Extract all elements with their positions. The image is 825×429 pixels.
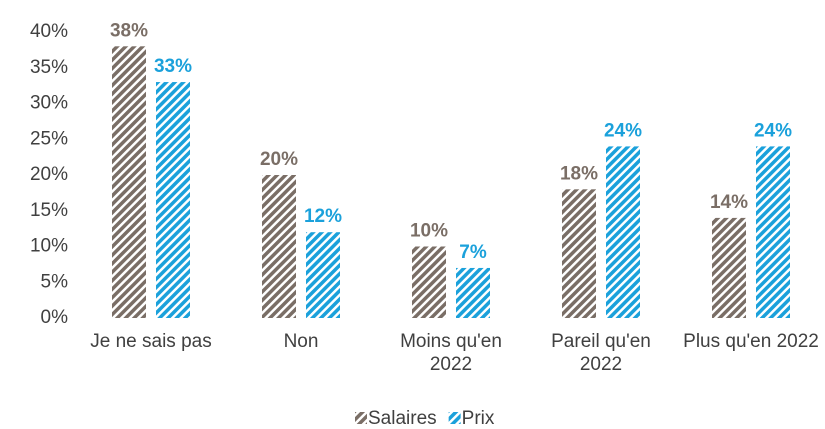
x-tick-label: Pareil qu'en 2022 bbox=[551, 331, 651, 375]
value-label: 18% bbox=[560, 163, 598, 184]
value-label: 7% bbox=[459, 242, 487, 263]
x-tick-label: Non bbox=[283, 331, 319, 352]
legend-swatch bbox=[355, 412, 367, 424]
bar bbox=[456, 267, 490, 318]
bar bbox=[412, 246, 446, 318]
y-tick-label: 20% bbox=[30, 164, 68, 185]
y-tick-label: 35% bbox=[30, 57, 68, 78]
value-label: 24% bbox=[754, 120, 792, 141]
x-tick-label: Je ne sais pas bbox=[90, 331, 212, 352]
value-label: 38% bbox=[110, 20, 148, 41]
bar bbox=[262, 175, 296, 318]
y-tick-label: 40% bbox=[30, 21, 68, 42]
x-tick-label: Moins qu'en 2022 bbox=[400, 331, 502, 375]
y-tick-label: 25% bbox=[30, 128, 68, 149]
bar bbox=[712, 217, 746, 318]
value-label: 10% bbox=[410, 221, 448, 242]
value-label: 33% bbox=[154, 56, 192, 77]
value-label: 12% bbox=[304, 206, 342, 227]
x-tick-label: Plus qu'en 2022 bbox=[683, 331, 819, 352]
bar bbox=[756, 146, 790, 318]
bar bbox=[156, 82, 190, 318]
bar bbox=[606, 146, 640, 318]
legend-label: Prix bbox=[462, 408, 495, 429]
legend-label: Salaires bbox=[368, 408, 437, 429]
y-tick-label: 15% bbox=[30, 200, 68, 221]
y-tick-label: 5% bbox=[41, 271, 69, 292]
value-label: 24% bbox=[604, 120, 642, 141]
y-tick-label: 0% bbox=[41, 307, 69, 328]
y-tick-label: 30% bbox=[30, 93, 68, 114]
bar bbox=[112, 46, 146, 319]
bar bbox=[562, 189, 596, 318]
value-label: 20% bbox=[260, 149, 298, 170]
y-tick-label: 10% bbox=[30, 236, 68, 257]
bar bbox=[306, 232, 340, 318]
legend-swatch bbox=[448, 412, 461, 424]
value-label: 14% bbox=[710, 192, 748, 213]
